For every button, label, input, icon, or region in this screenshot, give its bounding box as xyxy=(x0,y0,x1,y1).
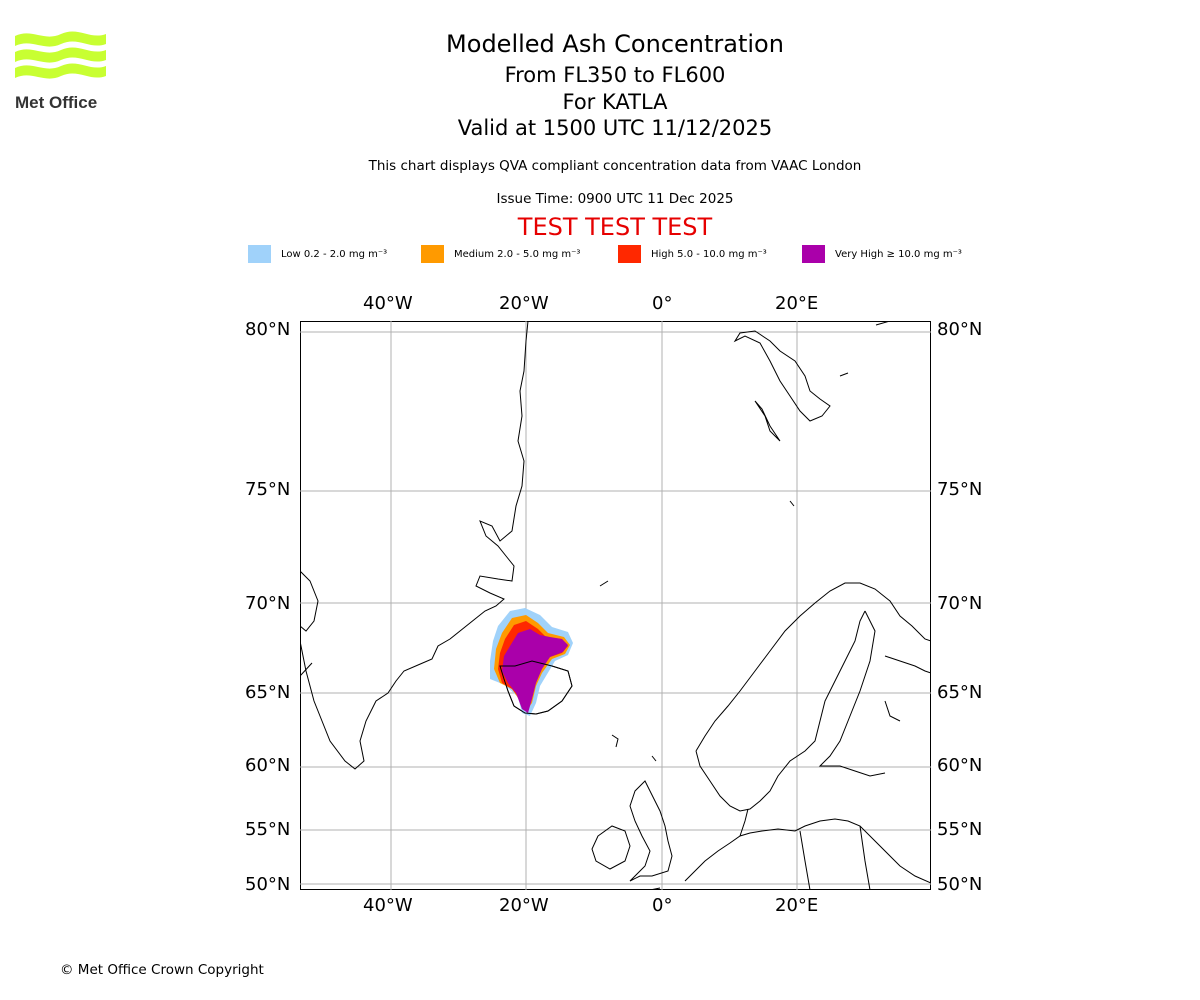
coastlines xyxy=(300,321,931,890)
lon-label-bottom-40w: 40°W xyxy=(363,895,413,916)
lat-label-left-65n: 65°N xyxy=(245,682,291,703)
chart-title: Modelled Ash Concentration xyxy=(446,30,784,58)
issue-time: Issue Time: 0900 UTC 11 Dec 2025 xyxy=(496,191,734,207)
legend-swatch-high xyxy=(618,245,641,263)
flight-level-range: From FL350 to FL600 xyxy=(504,63,726,87)
copyright-notice: © Met Office Crown Copyright xyxy=(60,962,264,978)
ash-map xyxy=(300,321,931,890)
valid-time: Valid at 1500 UTC 11/12/2025 xyxy=(457,116,773,140)
volcano-name: For KATLA xyxy=(562,90,668,114)
lon-label-bottom-0: 0° xyxy=(652,895,673,916)
lon-label-top-40w: 40°W xyxy=(363,293,413,314)
lat-label-left-75n: 75°N xyxy=(245,479,291,500)
lat-label-left-70n: 70°N xyxy=(245,593,291,614)
legend-swatch-low xyxy=(248,245,271,263)
lat-label-right-65n: 65°N xyxy=(937,682,983,703)
logo-text: Met Office xyxy=(15,93,97,112)
chart-subtitle: This chart displays QVA compliant concen… xyxy=(368,158,862,174)
lat-label-right-80n: 80°N xyxy=(937,319,983,340)
lat-label-left-50n: 50°N xyxy=(245,874,291,895)
legend-label-very-high: Very High ≥ 10.0 mg m⁻³ xyxy=(835,248,962,260)
legend-swatch-very-high xyxy=(802,245,825,263)
logo-waves-icon: Met Office xyxy=(15,31,106,112)
map-gridlines xyxy=(300,321,931,890)
test-banner: TEST TEST TEST xyxy=(517,213,713,241)
lat-label-left-80n: 80°N xyxy=(245,319,291,340)
legend-label-low: Low 0.2 - 2.0 mg m⁻³ xyxy=(281,248,388,260)
lon-label-bottom-20w: 20°W xyxy=(499,895,549,916)
lon-label-bottom-20e: 20°E xyxy=(775,895,819,916)
legend-label-medium: Medium 2.0 - 5.0 mg m⁻³ xyxy=(454,248,581,260)
lon-label-top-20e: 20°E xyxy=(775,293,819,314)
lat-label-right-75n: 75°N xyxy=(937,479,983,500)
lon-label-top-0: 0° xyxy=(652,293,673,314)
legend-medium: Medium 2.0 - 5.0 mg m⁻³ xyxy=(421,244,580,264)
map-frame xyxy=(300,321,931,890)
ash-concentration-plume xyxy=(490,608,573,716)
lat-label-right-60n: 60°N xyxy=(937,755,983,776)
legend-low: Low 0.2 - 2.0 mg m⁻³ xyxy=(248,244,387,264)
lat-label-left-55n: 55°N xyxy=(245,819,291,840)
lat-label-left-60n: 60°N xyxy=(245,755,291,776)
legend-high: High 5.0 - 10.0 mg m⁻³ xyxy=(618,244,767,264)
met-office-logo: Met Office xyxy=(14,30,109,112)
lat-label-right-55n: 55°N xyxy=(937,819,983,840)
legend-very-high: Very High ≥ 10.0 mg m⁻³ xyxy=(802,244,962,264)
lat-label-right-50n: 50°N xyxy=(937,874,983,895)
lon-label-top-20w: 20°W xyxy=(499,293,549,314)
iceland-coastline xyxy=(499,660,573,715)
ash-very-high-region xyxy=(502,629,568,713)
legend-swatch-medium xyxy=(421,245,444,263)
lat-label-right-70n: 70°N xyxy=(937,593,983,614)
legend-label-high: High 5.0 - 10.0 mg m⁻³ xyxy=(651,248,767,260)
